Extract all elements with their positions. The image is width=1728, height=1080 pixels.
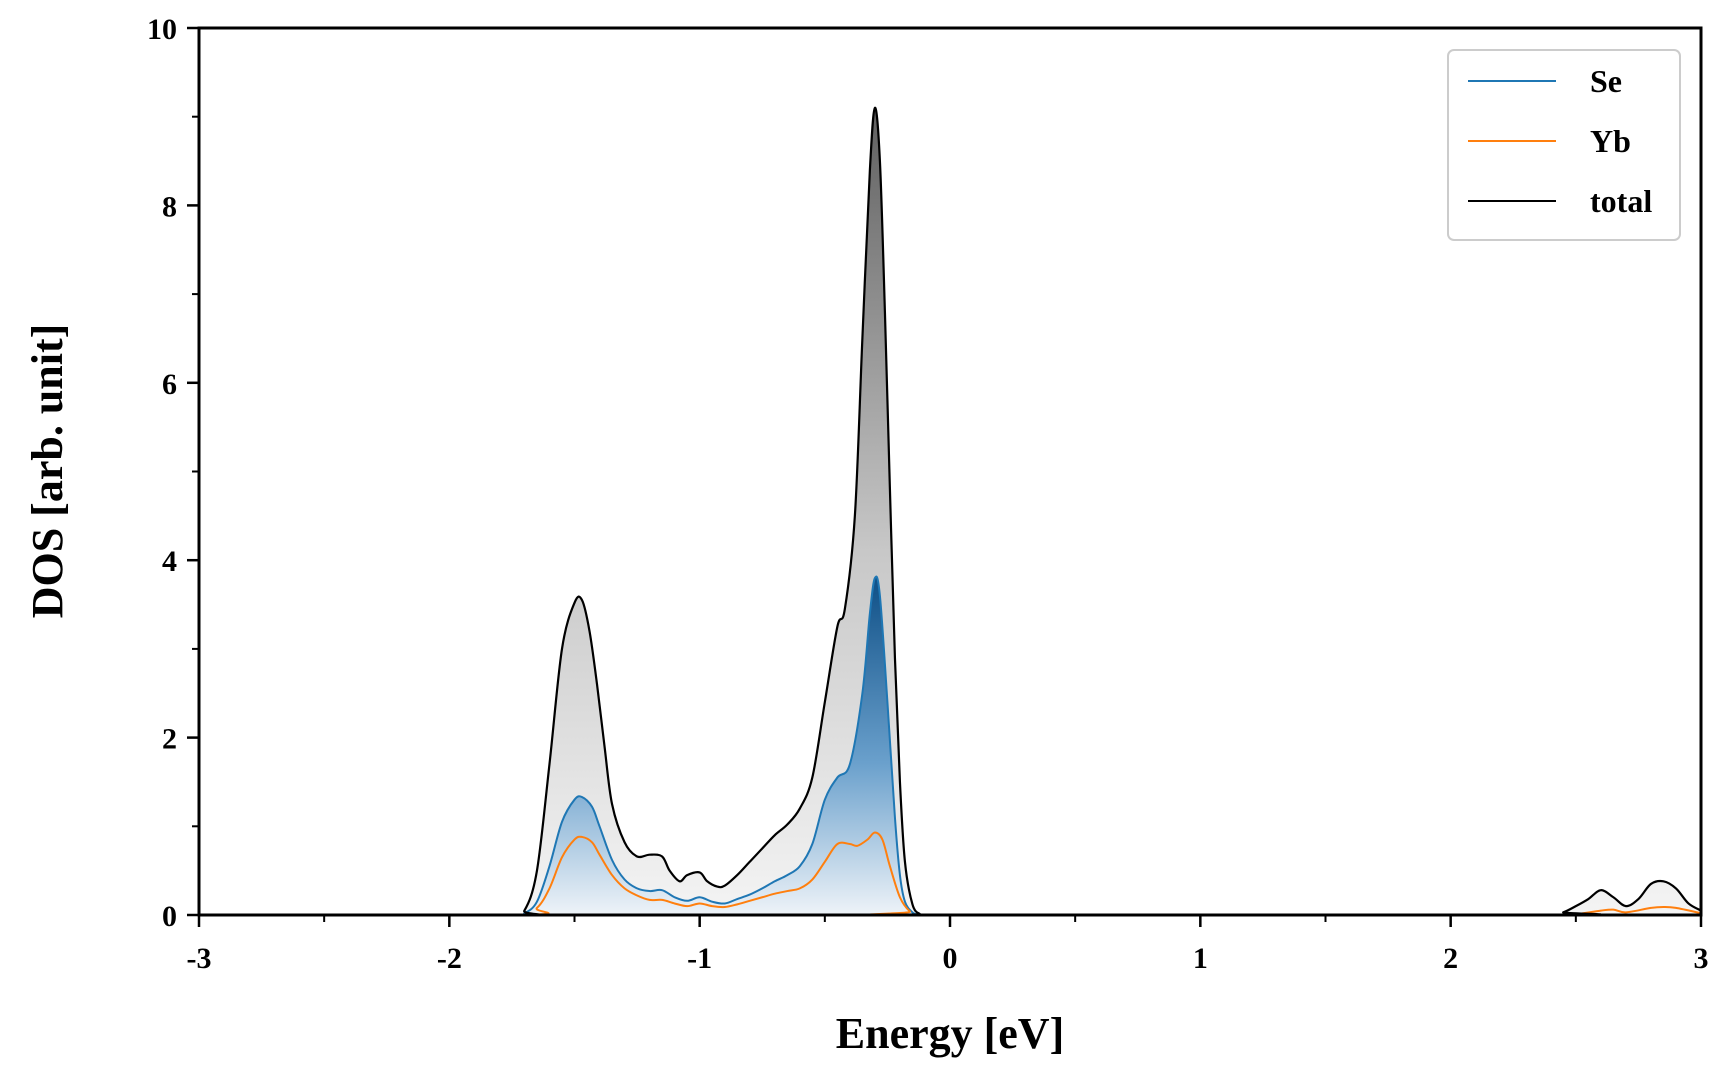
y-tick-label: 6 [162, 368, 177, 401]
y-axis: 0 2 4 6 8 10 [147, 13, 199, 933]
y-tick-label: 2 [162, 723, 177, 756]
legend-box [1447, 49, 1681, 241]
legend: Se Yb total [1447, 49, 1681, 241]
y-axis-label: DOS [arb. unit] [23, 324, 72, 619]
legend-label-yb: Yb [1590, 123, 1631, 159]
x-tick-label: -3 [187, 942, 212, 975]
x-tick-label: -2 [437, 942, 462, 975]
fill-layer [199, 107, 1701, 915]
x-axis-label: Energy [eV] [836, 1009, 1065, 1058]
series-line-yb [199, 831, 1701, 915]
y-tick-label: 0 [162, 900, 177, 933]
x-tick-label: -1 [687, 942, 712, 975]
x-tick-label: 2 [1443, 942, 1458, 975]
x-tick-label: 0 [943, 942, 958, 975]
series-line-se [199, 575, 1701, 915]
area-fill-total [199, 107, 1701, 915]
legend-label-se: Se [1590, 63, 1622, 99]
x-axis: -3 -2 -1 0 1 2 3 [187, 915, 1709, 975]
x-tick-label: 3 [1694, 942, 1709, 975]
area-fill-se [199, 576, 1701, 915]
y-tick-label: 4 [162, 545, 177, 578]
x-tick-label: 1 [1193, 942, 1208, 975]
y-tick-label: 8 [162, 190, 177, 223]
y-tick-label: 10 [147, 13, 177, 46]
legend-label-total: total [1590, 183, 1652, 219]
series-line-total [199, 106, 1701, 915]
